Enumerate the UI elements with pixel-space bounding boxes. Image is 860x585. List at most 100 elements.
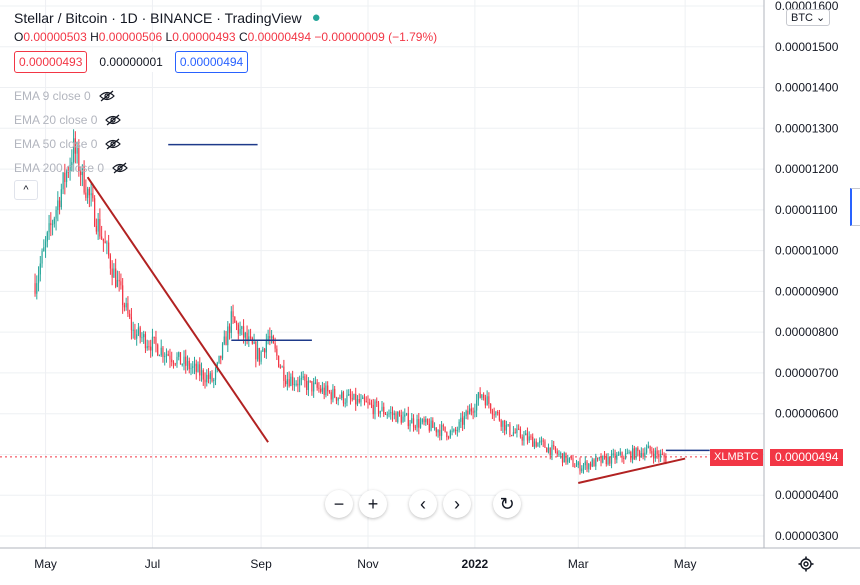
- candle-body: [57, 200, 59, 211]
- candle-body: [150, 346, 152, 351]
- candle-body: [327, 385, 329, 392]
- candle-body: [490, 403, 492, 411]
- scroll-right-button[interactable]: ›: [443, 490, 471, 518]
- candle-body: [586, 461, 588, 470]
- candle-body: [271, 336, 273, 339]
- candle-body: [582, 465, 585, 469]
- legend-ema-50[interactable]: EMA 50 close 0: [14, 132, 128, 156]
- candle-body: [537, 442, 539, 447]
- currency-dropdown[interactable]: BTC ⌄: [786, 9, 831, 26]
- y-tick-label: 0.00001000: [775, 244, 839, 258]
- candle-body: [486, 396, 488, 406]
- candle-body: [570, 457, 572, 459]
- candle-body: [505, 425, 508, 431]
- eye-off-icon[interactable]: [105, 138, 122, 150]
- candle-body: [502, 420, 504, 427]
- candle-body: [58, 200, 61, 208]
- x-tick-label: 2022: [462, 557, 489, 571]
- legend-collapse-chevron-up-icon[interactable]: ^: [14, 180, 38, 200]
- legend-ema-9[interactable]: EMA 9 close 0: [14, 84, 128, 108]
- buy-price-box[interactable]: 0.00000494: [174, 51, 249, 73]
- candle-body: [458, 421, 460, 431]
- candle-body: [654, 450, 656, 459]
- candle-body: [454, 429, 457, 431]
- candle-body: [584, 461, 586, 466]
- candle-body: [137, 327, 140, 335]
- reset-icon[interactable]: ↻: [493, 490, 521, 518]
- candle-body: [416, 419, 418, 428]
- x-tick-label: Sep: [250, 557, 272, 571]
- candle-body: [123, 305, 126, 308]
- candle-body: [409, 423, 411, 427]
- candle-body: [50, 223, 52, 226]
- candle-body: [470, 408, 472, 412]
- candle-body: [185, 356, 187, 366]
- zoom-out-button[interactable]: −: [325, 490, 353, 518]
- eye-off-icon[interactable]: [98, 90, 115, 102]
- candle-body: [283, 366, 285, 381]
- symbol-title[interactable]: Stellar / Bitcoin · 1D · BINANCE · Tradi…: [14, 9, 302, 26]
- ohlc-values: O0.00000503 H0.00000506 L0.00000493 C0.0…: [14, 30, 438, 44]
- gear-icon[interactable]: [798, 556, 814, 572]
- candle-body: [263, 348, 266, 353]
- candle-body: [65, 171, 68, 183]
- candle-body: [300, 377, 302, 380]
- candle-body: [663, 454, 665, 458]
- candle-body: [134, 329, 136, 339]
- candle-body: [581, 468, 583, 472]
- candle-body: [113, 268, 115, 278]
- candle-body: [451, 430, 453, 432]
- candle-body: [423, 419, 425, 423]
- legend-ema-20[interactable]: EMA 20 close 0: [14, 108, 128, 132]
- candle-body: [279, 366, 281, 368]
- candle-body: [179, 352, 182, 365]
- zoom-in-button[interactable]: +: [359, 490, 387, 518]
- sell-price-box[interactable]: 0.00000493: [14, 51, 88, 73]
- candle-body: [614, 453, 616, 460]
- legend-ema-200[interactable]: EMA 200 close 0: [14, 156, 128, 180]
- x-tick-label: May: [674, 557, 697, 571]
- candle-body: [111, 268, 113, 278]
- candle-body: [462, 417, 464, 425]
- candle-body: [460, 417, 462, 422]
- candle-body: [351, 398, 353, 400]
- candle-body: [661, 453, 663, 455]
- candle-body: [176, 356, 178, 364]
- time-axis[interactable]: May Jul Sep Nov 2022 Mar May: [34, 557, 696, 571]
- candle-body: [442, 425, 444, 427]
- candle-body: [269, 336, 271, 339]
- candle-body: [516, 428, 518, 433]
- candle-body: [574, 466, 576, 468]
- trendline: [86, 176, 269, 443]
- candle-body: [295, 383, 297, 385]
- candle-body: [546, 447, 548, 453]
- candles: [34, 129, 667, 475]
- candle-body: [139, 327, 141, 338]
- candle-body: [414, 426, 416, 428]
- candle-body: [118, 279, 120, 282]
- candle-body: [551, 445, 553, 456]
- candle-body: [532, 436, 534, 447]
- eye-off-icon[interactable]: [105, 114, 122, 126]
- candle-body: [186, 360, 189, 366]
- eye-off-icon[interactable]: [112, 162, 128, 174]
- candle-body: [200, 370, 203, 376]
- candle-body: [488, 396, 490, 404]
- candle-body: [341, 392, 343, 399]
- candle-body: [69, 165, 71, 173]
- scroll-left-button[interactable]: ‹: [409, 490, 437, 518]
- candle-body: [130, 317, 133, 331]
- candle-body: [572, 458, 574, 467]
- candle-body: [638, 451, 641, 457]
- candle-body: [62, 172, 64, 190]
- y-tick-label: 0.00000900: [775, 284, 839, 298]
- candle-body: [603, 455, 606, 457]
- candle-body: [419, 422, 422, 428]
- candle-body: [621, 452, 623, 458]
- candle-body: [90, 193, 92, 196]
- x-tick-label: Jul: [145, 557, 160, 571]
- drawings[interactable]: [86, 143, 710, 484]
- candle-body: [132, 329, 134, 331]
- candle-body: [651, 450, 653, 454]
